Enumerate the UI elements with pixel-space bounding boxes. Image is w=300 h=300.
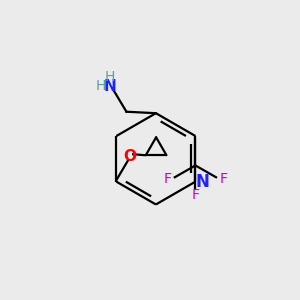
Text: F: F — [191, 188, 200, 202]
Text: N: N — [196, 173, 210, 191]
Text: O: O — [123, 149, 136, 164]
Text: F: F — [164, 172, 171, 186]
Text: N: N — [104, 79, 117, 94]
Text: F: F — [219, 172, 227, 186]
Text: H: H — [96, 79, 106, 93]
Text: H: H — [105, 70, 116, 84]
